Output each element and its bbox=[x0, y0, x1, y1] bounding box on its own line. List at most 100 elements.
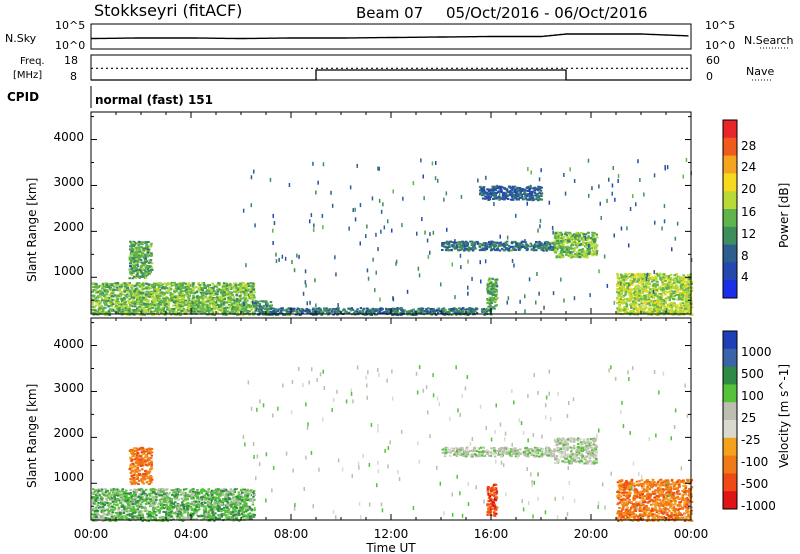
data-cell bbox=[192, 290, 195, 293]
data-cell bbox=[129, 291, 133, 294]
data-cell bbox=[141, 282, 145, 285]
data-cell bbox=[145, 249, 148, 252]
data-cell bbox=[130, 274, 134, 277]
data-cell bbox=[117, 309, 120, 312]
data-cell bbox=[538, 189, 541, 192]
data-cell bbox=[98, 308, 102, 311]
data-cell bbox=[97, 286, 101, 288]
data-cell bbox=[172, 309, 176, 312]
data-cell bbox=[130, 296, 133, 299]
data-cell bbox=[459, 241, 462, 243]
data-cell bbox=[491, 194, 494, 197]
data-cell bbox=[623, 311, 627, 314]
data-cell bbox=[164, 300, 167, 302]
data-cell bbox=[242, 309, 245, 311]
data-cell bbox=[209, 296, 212, 299]
data-cell bbox=[235, 291, 239, 294]
data-cell bbox=[660, 311, 664, 314]
data-cell bbox=[225, 294, 229, 297]
data-cell bbox=[664, 293, 667, 296]
data-cell bbox=[405, 311, 409, 314]
data-cell bbox=[363, 313, 367, 316]
data-cell bbox=[137, 290, 140, 293]
data-cell bbox=[571, 236, 574, 239]
data-cell bbox=[252, 294, 256, 297]
data-cell bbox=[577, 239, 580, 241]
data-cell bbox=[628, 275, 632, 278]
data-cell bbox=[690, 280, 693, 283]
data-cell bbox=[482, 310, 486, 313]
data-cell bbox=[211, 283, 215, 286]
data-cell bbox=[131, 288, 134, 291]
data-cell bbox=[521, 243, 524, 246]
data-cell bbox=[655, 299, 659, 302]
data-cell bbox=[492, 192, 495, 195]
data-cell bbox=[573, 241, 577, 244]
noise-left-tick-bottom: 10^0 bbox=[55, 39, 85, 52]
data-cell bbox=[453, 307, 456, 310]
data-cell bbox=[485, 310, 489, 313]
data-cell bbox=[442, 309, 445, 312]
data-cell bbox=[530, 244, 534, 247]
data-cell bbox=[521, 245, 525, 248]
data-cell bbox=[178, 295, 181, 297]
data-cell bbox=[486, 243, 489, 246]
data-cell bbox=[576, 242, 579, 245]
data-cell bbox=[373, 312, 376, 315]
data-cell bbox=[539, 189, 543, 192]
data-cell bbox=[213, 314, 216, 316]
data-cell bbox=[542, 245, 545, 248]
data-cell bbox=[516, 242, 519, 245]
data-cell bbox=[666, 310, 669, 313]
data-cell bbox=[648, 278, 652, 281]
data-cell bbox=[426, 309, 429, 312]
data-cell bbox=[677, 306, 680, 309]
data-cell bbox=[128, 307, 131, 310]
data-cell bbox=[631, 280, 635, 283]
data-cell bbox=[510, 195, 514, 198]
data-cell bbox=[625, 274, 629, 276]
data-cell bbox=[504, 193, 507, 196]
data-cell bbox=[141, 272, 144, 275]
data-cell bbox=[105, 302, 108, 305]
data-cell bbox=[634, 286, 637, 289]
data-cell bbox=[140, 308, 143, 311]
data-cell bbox=[252, 282, 255, 285]
data-cell bbox=[231, 310, 235, 313]
data-cell bbox=[661, 281, 664, 284]
data-cell bbox=[254, 309, 257, 312]
data-cell bbox=[201, 289, 205, 292]
data-cell bbox=[241, 308, 244, 310]
data-cell bbox=[673, 274, 676, 277]
data-cell bbox=[136, 301, 139, 304]
data-cell bbox=[140, 261, 143, 264]
data-cell bbox=[488, 299, 492, 302]
data-cell bbox=[681, 302, 684, 305]
data-cell bbox=[160, 294, 164, 297]
data-cell bbox=[569, 251, 572, 254]
data-cell bbox=[505, 197, 508, 200]
data-cell bbox=[199, 291, 203, 294]
data-cell bbox=[140, 241, 143, 244]
data-cell bbox=[228, 311, 232, 314]
data-cell bbox=[538, 191, 541, 194]
data-cell bbox=[397, 314, 400, 316]
data-cell bbox=[454, 241, 458, 244]
data-cell bbox=[182, 282, 185, 285]
data-cell bbox=[177, 311, 180, 314]
data-cell bbox=[524, 194, 527, 197]
data-cell bbox=[192, 292, 196, 295]
data-cell bbox=[490, 189, 494, 192]
data-cell bbox=[133, 294, 136, 297]
data-cell bbox=[660, 294, 664, 297]
nave-tick-bottom: 0 bbox=[706, 70, 713, 83]
data-cell bbox=[255, 306, 258, 309]
data-cell bbox=[657, 293, 661, 296]
data-cell bbox=[117, 288, 121, 291]
data-cell bbox=[575, 231, 579, 234]
data-cell bbox=[145, 293, 149, 296]
data-cell bbox=[498, 187, 501, 190]
data-cell bbox=[582, 250, 586, 253]
data-cell bbox=[191, 288, 194, 291]
data-cell bbox=[131, 277, 134, 280]
